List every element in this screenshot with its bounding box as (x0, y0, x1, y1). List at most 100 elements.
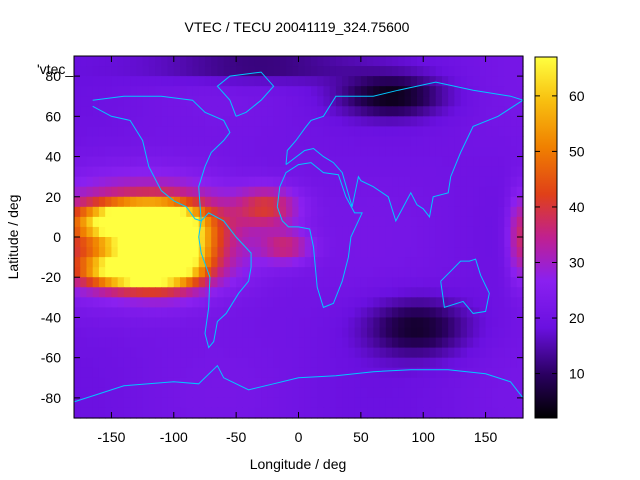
heatmap-cell (360, 257, 368, 268)
heatmap-cell (404, 307, 412, 319)
heatmap-cell (186, 387, 194, 399)
heatmap-cell (273, 66, 281, 77)
heatmap-cell (398, 267, 406, 278)
heatmap-cell (379, 267, 387, 278)
heatmap-cell (136, 307, 144, 319)
heatmap-cell (261, 76, 268, 87)
heatmap-cell (173, 367, 181, 379)
heatmap-cell (498, 126, 505, 138)
heatmap-cell (435, 76, 443, 87)
heatmap-cell (80, 216, 88, 228)
heatmap-cell (323, 116, 331, 127)
heatmap-cell (304, 166, 312, 178)
heatmap-cell (211, 126, 219, 138)
heatmap-cell (323, 226, 331, 238)
heatmap-cell (460, 387, 468, 399)
heatmap-cell (466, 146, 474, 158)
heatmap-cell (510, 357, 518, 369)
heatmap-cell (292, 226, 300, 238)
heatmap-cell (279, 367, 287, 379)
heatmap-cell (130, 367, 137, 379)
heatmap-cell (304, 267, 312, 278)
heatmap-cell (410, 397, 418, 409)
heatmap-cell (74, 277, 81, 288)
heatmap-cell (130, 347, 137, 359)
heatmap-cell (441, 136, 449, 148)
heatmap-cell (435, 347, 443, 359)
heatmap-cell (435, 106, 443, 117)
heatmap-cell (385, 347, 393, 359)
heatmap-cell (466, 357, 474, 369)
heatmap-cell (148, 96, 156, 107)
heatmap-cell (498, 307, 505, 319)
heatmap-cell (142, 377, 150, 389)
heatmap-cell (479, 196, 487, 208)
heatmap-cell (217, 247, 225, 258)
heatmap-cell (229, 307, 237, 319)
heatmap-cell (466, 166, 474, 178)
heatmap-cell (136, 186, 144, 198)
heatmap-cell (186, 66, 194, 77)
heatmap-cell (148, 297, 156, 308)
heatmap-cell (248, 347, 256, 359)
heatmap-cell (323, 166, 331, 178)
heatmap-cell (217, 347, 225, 359)
heatmap-cell (180, 277, 187, 288)
heatmap-cell (317, 116, 325, 127)
heatmap-cell (410, 247, 418, 258)
heatmap-cell (423, 337, 431, 349)
heatmap-cell (74, 247, 81, 258)
heatmap-cell (504, 186, 512, 198)
heatmap-cell (80, 206, 88, 218)
heatmap-cell (242, 176, 250, 188)
heatmap-cell (348, 317, 356, 329)
heatmap-cell (373, 126, 381, 138)
heatmap-cell (286, 317, 293, 329)
heatmap-cell (298, 367, 306, 379)
heatmap-cell (335, 247, 343, 258)
heatmap-cell (211, 307, 219, 319)
heatmap-cell (460, 357, 468, 369)
heatmap-cell (441, 287, 449, 298)
heatmap-cell (111, 277, 119, 288)
heatmap-cell (392, 367, 399, 379)
heatmap-cell (123, 317, 131, 329)
heatmap-cell (498, 387, 505, 399)
heatmap-cell (441, 387, 449, 399)
heatmap-cell (261, 136, 268, 148)
x-tick-label: 0 (295, 429, 303, 445)
heatmap-cell (460, 176, 468, 188)
heatmap-cell (360, 377, 368, 389)
heatmap-cell (498, 176, 505, 188)
heatmap-cell (180, 66, 187, 77)
heatmap-cell (435, 136, 443, 148)
heatmap-cell (98, 307, 106, 319)
heatmap-cell (298, 146, 306, 158)
heatmap-cell (491, 86, 499, 97)
heatmap-cell (392, 226, 399, 238)
heatmap-cell (429, 257, 437, 268)
heatmap-cell (454, 407, 462, 419)
heatmap-cell (498, 116, 505, 127)
heatmap-cell (348, 297, 356, 308)
heatmap-cell (335, 277, 343, 288)
heatmap-cell (192, 196, 200, 208)
heatmap-cell (373, 287, 381, 298)
heatmap-cell (323, 407, 331, 419)
heatmap-cell (292, 347, 300, 359)
heatmap-cell (410, 106, 418, 117)
heatmap-cell (416, 76, 424, 87)
heatmap-cell (123, 56, 131, 67)
heatmap-cell (310, 407, 318, 419)
heatmap-cell (516, 337, 524, 349)
coastlines (73, 71, 525, 403)
heatmap-cell (142, 307, 150, 319)
heatmap-cell (485, 397, 493, 409)
heatmap-cell (148, 76, 156, 87)
heatmap-cell (373, 96, 381, 107)
heatmap-cell (98, 397, 106, 409)
heatmap-cell (373, 86, 381, 97)
heatmap-cell (354, 317, 362, 329)
heatmap-cell (466, 66, 474, 77)
heatmap-cell (385, 257, 393, 268)
